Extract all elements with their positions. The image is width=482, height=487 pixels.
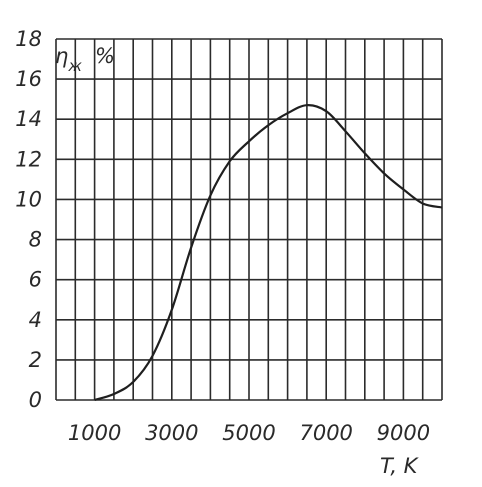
grid xyxy=(55,38,443,401)
y-tick-label: 2 xyxy=(29,348,42,372)
y-axis-unit: % xyxy=(95,44,115,68)
x-tick-labels: 1000 3000 5000 7000 9000 xyxy=(68,421,430,445)
y-tick-label: 4 xyxy=(29,308,42,332)
series-layer xyxy=(94,104,443,402)
y-tick-label: 6 xyxy=(29,268,42,292)
y-tick-label: 18 xyxy=(15,27,42,51)
x-tick-label: 5000 xyxy=(222,421,275,445)
x-tick-label: 3000 xyxy=(145,421,198,445)
x-axis-label: T, K xyxy=(380,454,420,478)
x-tick-label: 7000 xyxy=(299,421,352,445)
y-axis-subscript: ж xyxy=(67,57,82,75)
y-tick-label: 12 xyxy=(15,147,42,171)
y-tick-label: 0 xyxy=(29,388,42,412)
y-tick-label: 8 xyxy=(29,228,42,252)
y-axis-symbol: η xyxy=(55,44,68,68)
x-tick-label: 9000 xyxy=(377,421,430,445)
y-axis-label: ηж% xyxy=(55,44,115,75)
y-tick-labels: 0 2 4 6 8 10 12 14 16 18 xyxy=(15,27,42,412)
y-tick-label: 14 xyxy=(15,107,42,131)
y-tick-label: 16 xyxy=(15,67,42,91)
efficiency-curve xyxy=(94,104,443,402)
x-tick-label: 1000 xyxy=(68,421,121,445)
y-tick-label: 10 xyxy=(15,187,42,211)
